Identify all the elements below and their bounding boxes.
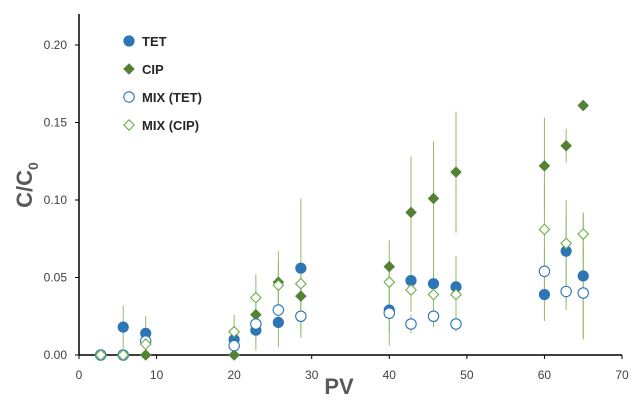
data-point-mix-tet [405,318,417,330]
data-point-mix-tet [228,339,240,352]
x-tick-label: 20 [227,368,241,382]
y-tick-label: 0.00 [44,348,68,362]
legend-label-tet: TET [142,34,167,49]
legend-marker-cip [123,63,135,75]
legend-marker-mix-tet [123,91,135,103]
data-point-tet [538,288,551,301]
tick-labels: 0 10 20 30 40 50 60 70 0.00 0.05 0.10 0.15 0.20 [44,38,629,382]
x-tick-label: 30 [305,368,319,382]
y-tick-label: 0.15 [44,116,68,130]
error-bars [122,111,584,352]
data-point-cip [228,349,240,361]
data-point-mix-cip [249,291,262,304]
legend-label-mix-tet: MIX (TET) [142,90,202,105]
data-point-mix-cip [405,283,417,296]
y-axis-title-group: C/C0 [12,162,41,208]
data-point-mix-cip [139,338,152,351]
x-tick-label: 50 [460,368,474,382]
data-point-tet [577,270,589,282]
data-point-mix-tet [295,310,307,322]
x-axis-title: PV [324,374,354,399]
data-point-mix-tet [560,285,572,298]
data-point-mix-tet [272,304,285,316]
data-point-cip [538,160,551,172]
data-point-cip [383,260,396,273]
y-tick-label: 0.10 [44,193,68,207]
data-point-tet [295,262,307,274]
y-tick-label: 0.20 [44,38,68,52]
data-point-mix-cip [450,288,462,301]
x-tick-label: 10 [150,368,164,382]
x-tick-label: 40 [383,368,397,382]
data-point-cip [139,349,152,361]
y-axis-title-subscript: 0 [25,162,41,170]
x-tick-label: 0 [76,368,83,382]
axes [78,14,622,356]
data-point-mix-cip [117,349,130,361]
x-tick-label: 70 [615,368,629,382]
data-point-cip [450,166,462,178]
legend-marker-tet [123,35,135,47]
data-point-mix-cip [538,223,551,236]
legend-marker-mix-cip [123,119,135,131]
data-point-mix-tet [577,287,589,299]
data-point-mix-cip [228,325,241,338]
data-point-mix-cip [272,279,285,292]
y-axis-title: C/C0 [12,162,41,208]
legend: TET CIP MIX (TET) MIX (CIP) [123,34,202,133]
data-point-mix-tet [427,310,440,322]
y-axis-title-main: C/C [12,170,37,208]
data-point-mix-cip [560,237,573,250]
legend-label-mix-cip: MIX (CIP) [142,118,199,133]
data-point-tet [117,321,129,333]
data-point-mix-cip [427,288,440,301]
data-point-mix-cip [383,276,396,289]
x-tick-label: 60 [538,368,552,382]
data-point-mix-tet [538,265,551,278]
data-markers [94,99,590,361]
data-point-mix-tet [450,318,462,330]
data-point-mix-cip [577,228,590,241]
legend-label-cip: CIP [142,62,164,77]
data-point-cip [577,99,589,112]
data-point-tet [272,316,284,329]
data-point-cip [427,192,440,205]
data-point-tet [427,278,440,290]
data-point-mix-tet [383,307,396,319]
data-point-mix-tet [250,318,262,330]
data-point-cip [405,206,417,219]
y-tick-label: 0.05 [44,271,68,285]
data-point-mix-cip [94,349,107,361]
data-point-mix-cip [294,277,307,290]
data-point-cip [560,139,572,152]
data-point-cip [295,290,307,302]
